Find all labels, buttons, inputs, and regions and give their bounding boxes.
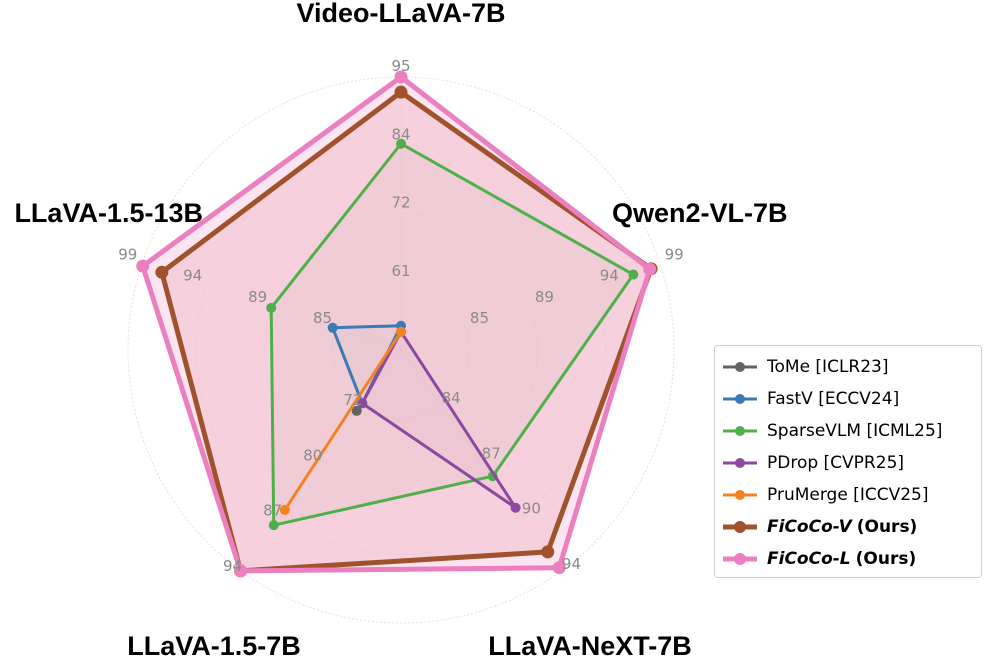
- data-point-sparsevlm-icml25: [268, 520, 279, 531]
- data-point-sparsevlm-icml25: [628, 269, 639, 280]
- series-fill-pdrop-cvpr25: [362, 331, 516, 508]
- data-point-ficoco-l: [394, 70, 408, 84]
- legend-label: FastV [ECCV24]: [767, 389, 900, 409]
- legend-label: SparseVLM [ICML25]: [767, 421, 943, 441]
- tick-label: 85: [313, 309, 332, 327]
- tick-label: 94: [600, 267, 619, 285]
- data-point-ficoco-l: [136, 259, 150, 273]
- data-point-prumerge-iccv25: [396, 326, 406, 337]
- data-point-ficoco-v: [155, 265, 169, 279]
- tick-label: 99: [118, 246, 137, 264]
- axis-title: LLaVA-1.5-13B: [14, 198, 203, 228]
- legend-swatch: [723, 456, 757, 470]
- axis-title: Video-LLaVA-7B: [296, 0, 505, 28]
- data-point-ficoco-l: [234, 564, 248, 578]
- data-point-sparsevlm-icml25: [266, 302, 277, 313]
- tick-label: 95: [391, 57, 410, 75]
- tick-label: 87: [263, 502, 282, 520]
- series-fills: [142, 77, 652, 571]
- tick-label: 84: [442, 389, 461, 407]
- data-point-tome-iclr23: [351, 405, 362, 416]
- axis-title: Qwen2-VL-7B: [612, 198, 788, 228]
- legend-item: PDrop [CVPR25]: [723, 447, 973, 479]
- series-fill-sparsevlm-icml25: [271, 143, 634, 526]
- grid-spoke: [400, 349, 562, 572]
- series-fill-ficoco-l: [142, 77, 650, 571]
- series-line-ficoco-l: [140, 74, 653, 574]
- tick-label: 85: [470, 309, 489, 327]
- series-line-sparsevlm-icml25: [269, 142, 635, 527]
- legend-tag: (Ours): [855, 549, 917, 569]
- grid-spoke: [240, 349, 402, 572]
- axis-title: LLaVA-NeXT-7B: [488, 631, 692, 661]
- axis-titles: Video-LLaVA-7B Qwen2-VL-7B LLaVA-NeXT-7B LL…: [14, 0, 787, 661]
- series-fill-fastv-eccv24: [332, 325, 401, 404]
- data-point-ficoco-l: [552, 561, 566, 575]
- series-lines: [136, 70, 658, 578]
- data-point-pdrop-cvpr25: [357, 398, 368, 409]
- series-fill-ficoco-v: [161, 92, 652, 571]
- legend-label: PDrop [CVPR25]: [767, 453, 905, 473]
- legend-swatch: [723, 488, 757, 502]
- legend-item: SparseVLM [ICML25]: [723, 415, 973, 447]
- legend-label: FiCoCo-L: [767, 549, 851, 569]
- tick-label: 94: [183, 267, 202, 285]
- data-point-ficoco-v: [394, 85, 408, 99]
- grid-ring-2: [264, 213, 538, 487]
- legend-swatch: [723, 360, 757, 374]
- tick-label: 89: [248, 288, 267, 306]
- legend-label: PruMerge [ICCV25]: [767, 485, 929, 505]
- legend-tag: (Ours): [856, 517, 918, 537]
- data-point-prumerge-iccv25: [279, 504, 290, 515]
- legend-label: FiCoCo-V: [767, 517, 852, 537]
- data-point-sparsevlm-icml25: [396, 138, 406, 149]
- grid-spoke: [400, 265, 661, 351]
- tick-label: 94: [223, 557, 242, 575]
- tick-label: 72: [391, 194, 410, 212]
- series-line-pdrop-cvpr25: [360, 330, 518, 510]
- legend: ToMe [ICLR23] FastV [ECCV24] SparseVLM [IC…: [714, 345, 982, 578]
- tick-label: 61: [391, 262, 410, 280]
- tick-label: 80: [303, 446, 322, 464]
- data-point-ficoco-v: [541, 545, 555, 559]
- legend-item: FastV [ECCV24]: [723, 383, 973, 415]
- tick-label: 89: [535, 288, 554, 306]
- series-line-prumerge-iccv25: [283, 330, 403, 511]
- data-point-pdrop-cvpr25: [510, 502, 521, 513]
- legend-swatch: [723, 520, 757, 534]
- data-point-ficoco-l: [643, 262, 657, 276]
- axis-title: LLaVA-1.5-7B: [127, 631, 301, 661]
- tick-label: 87: [482, 444, 501, 462]
- legend-swatch: [723, 424, 757, 438]
- legend-item: ToMe [ICLR23]: [723, 351, 973, 383]
- legend-swatch: [723, 392, 757, 406]
- legend-item: FiCoCo-V (Ours): [723, 511, 973, 543]
- data-point-fastv-eccv24: [327, 322, 338, 333]
- tick-label: 99: [665, 246, 684, 264]
- tick-label: 72: [343, 391, 362, 409]
- legend-swatch: [723, 552, 757, 566]
- legend-item: PruMerge [ICCV25]: [723, 479, 973, 511]
- tick-label: 94: [562, 555, 581, 573]
- tick-labels: 61 72 84 95 85 89 94 99 84 87 90 94 72 80 87 94 85 89 94 99: [118, 57, 683, 575]
- tick-label: 90: [522, 500, 541, 518]
- tick-label: 84: [391, 125, 410, 143]
- legend-item: FiCoCo-L (Ours): [723, 543, 973, 575]
- legend-label: ToMe [ICLR23]: [767, 357, 889, 377]
